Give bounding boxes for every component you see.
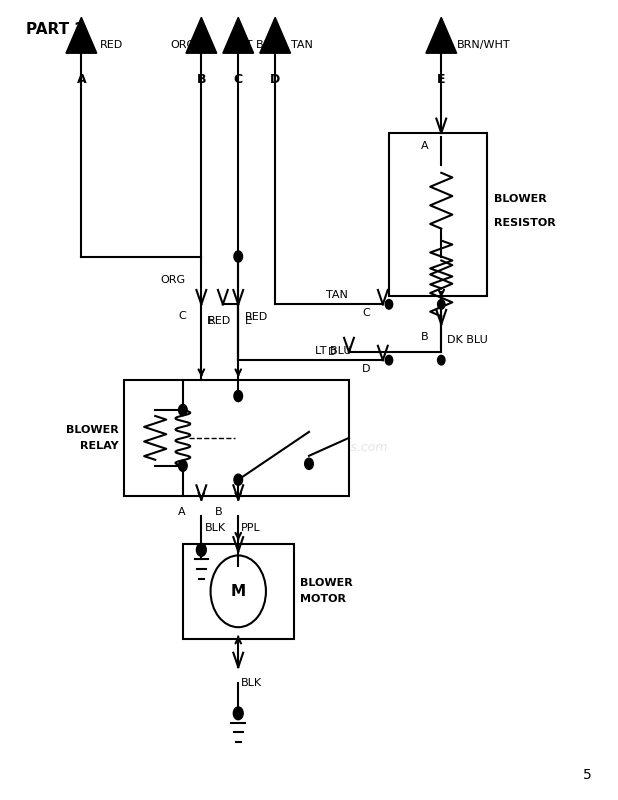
Text: BRN/WHT: BRN/WHT xyxy=(457,40,510,50)
Text: A: A xyxy=(77,73,86,86)
Text: TAN: TAN xyxy=(290,40,313,50)
Text: BLOWER: BLOWER xyxy=(494,194,546,204)
Text: RESISTOR: RESISTOR xyxy=(494,218,556,228)
Text: LT BLU: LT BLU xyxy=(241,40,278,50)
Text: C: C xyxy=(234,73,243,86)
Text: BLK: BLK xyxy=(205,522,226,533)
Circle shape xyxy=(234,707,243,720)
Text: E: E xyxy=(437,73,446,86)
Circle shape xyxy=(234,474,242,486)
Text: LT BLU: LT BLU xyxy=(315,346,352,356)
Text: PPL: PPL xyxy=(241,522,261,533)
Polygon shape xyxy=(223,18,253,54)
Text: C: C xyxy=(363,308,371,318)
Text: RED: RED xyxy=(100,40,123,50)
Text: A: A xyxy=(179,506,186,517)
Polygon shape xyxy=(426,18,457,54)
Text: B: B xyxy=(421,332,429,342)
Text: RELAY: RELAY xyxy=(80,441,118,451)
Polygon shape xyxy=(186,18,217,54)
Circle shape xyxy=(438,299,445,309)
Circle shape xyxy=(438,355,445,365)
Text: TAN: TAN xyxy=(326,290,347,300)
Text: RED: RED xyxy=(244,312,268,322)
Circle shape xyxy=(197,543,206,556)
Text: B: B xyxy=(215,506,223,517)
Circle shape xyxy=(385,355,392,365)
Text: A: A xyxy=(421,141,429,151)
Text: MOTOR: MOTOR xyxy=(300,594,346,604)
Text: 5: 5 xyxy=(583,768,592,782)
Circle shape xyxy=(179,404,187,415)
Circle shape xyxy=(234,251,242,262)
Bar xyxy=(389,133,488,296)
Text: ORG: ORG xyxy=(170,40,195,50)
Bar xyxy=(183,543,294,639)
Text: BLOWER: BLOWER xyxy=(66,425,118,435)
Text: ORG: ORG xyxy=(161,275,186,286)
Text: BLK: BLK xyxy=(241,678,263,688)
Circle shape xyxy=(385,299,392,309)
Text: PART 2: PART 2 xyxy=(26,22,85,37)
Text: BLOWER: BLOWER xyxy=(300,578,352,588)
Circle shape xyxy=(179,460,187,471)
Text: D: D xyxy=(328,347,337,357)
Bar xyxy=(124,380,349,496)
Text: M: M xyxy=(231,584,246,599)
Text: C: C xyxy=(178,311,186,322)
Circle shape xyxy=(234,390,242,402)
Circle shape xyxy=(305,458,313,470)
Polygon shape xyxy=(260,18,290,54)
Polygon shape xyxy=(66,18,97,54)
Text: B: B xyxy=(197,73,206,86)
Text: RED: RED xyxy=(208,316,231,326)
Text: E: E xyxy=(244,316,252,326)
Text: easyautodiagnostics.com: easyautodiagnostics.com xyxy=(230,442,388,454)
Text: DK BLU: DK BLU xyxy=(447,335,488,346)
Text: E: E xyxy=(206,316,214,326)
Text: D: D xyxy=(270,73,281,86)
Text: D: D xyxy=(362,364,371,374)
Circle shape xyxy=(211,555,266,627)
